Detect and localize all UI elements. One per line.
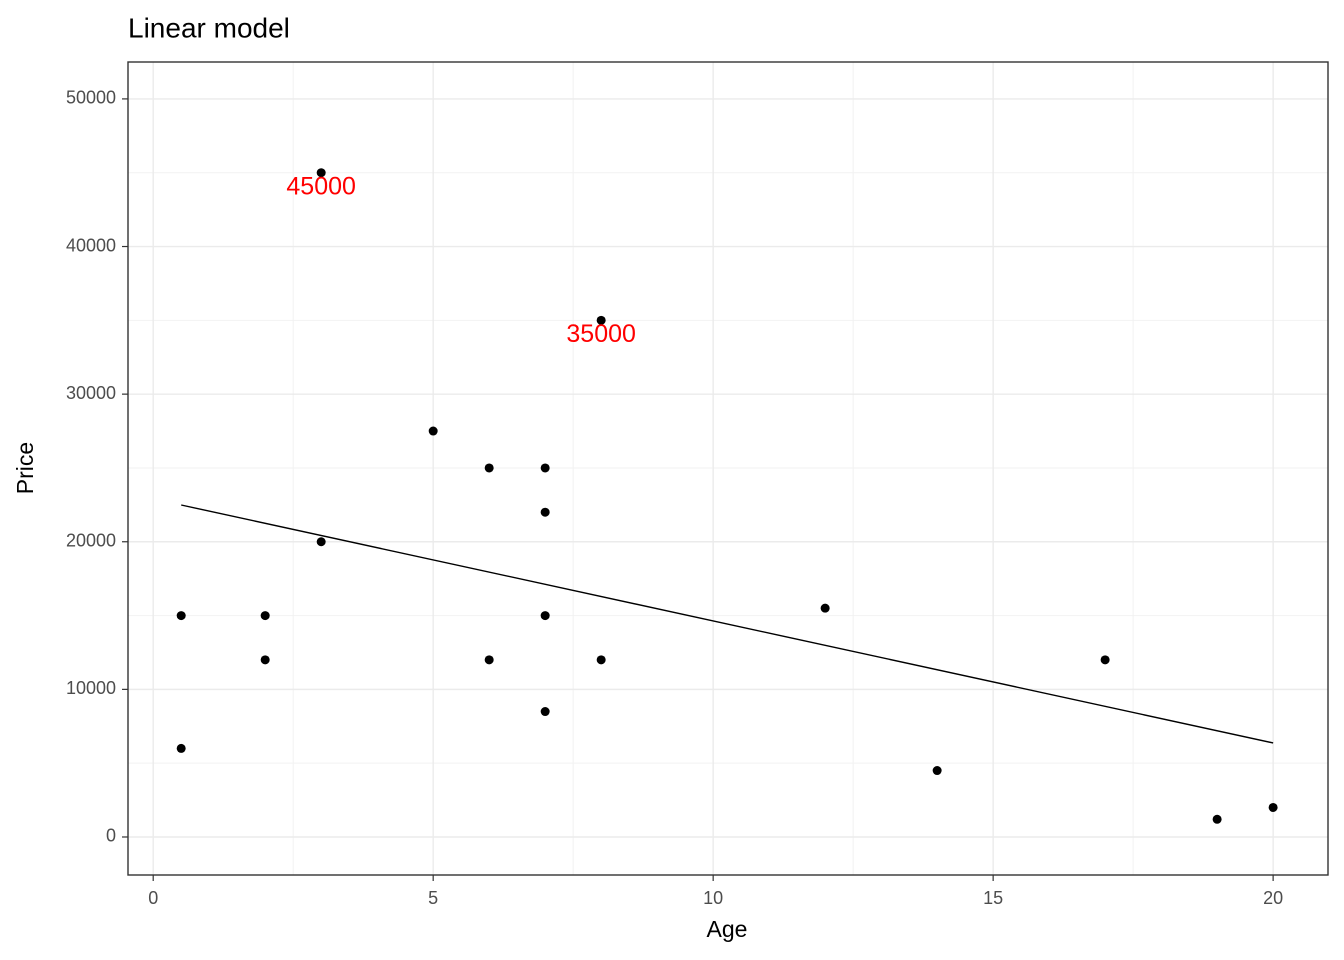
point: [176, 743, 186, 753]
plot-border: [127, 61, 1329, 876]
point: [316, 537, 326, 547]
point: [540, 463, 550, 473]
fit-line: [181, 504, 1274, 744]
x-tick-label: 20: [1263, 888, 1283, 908]
point: [820, 603, 830, 613]
point: [540, 707, 550, 717]
annotation: 45000: [286, 172, 356, 200]
point: [596, 315, 606, 325]
point: [596, 655, 606, 665]
point: [540, 507, 550, 517]
point: [1100, 655, 1110, 665]
y-axis-title: Price: [12, 442, 38, 494]
point: [932, 766, 942, 776]
y-tick-label: 50000: [66, 88, 116, 108]
point: [484, 463, 494, 473]
x-axis-title: Age: [707, 916, 748, 942]
annotation: 35000: [566, 320, 636, 348]
y-tick-label: 20000: [66, 531, 116, 551]
x-tick-label: 10: [703, 888, 723, 908]
point: [260, 611, 270, 621]
point: [1212, 814, 1222, 824]
y-tick-label: 40000: [66, 235, 116, 255]
point: [540, 611, 550, 621]
y-tick-label: 10000: [66, 678, 116, 698]
x-tick-label: 0: [148, 888, 158, 908]
chart-title: Linear model: [128, 12, 290, 43]
x-tick-label: 15: [983, 888, 1003, 908]
x-tick-label: 5: [428, 888, 438, 908]
point: [484, 655, 494, 665]
y-tick-label: 30000: [66, 383, 116, 403]
point: [260, 655, 270, 665]
point: [316, 168, 326, 178]
y-tick-label: 0: [106, 826, 116, 846]
point: [428, 426, 438, 436]
point: [176, 611, 186, 621]
point: [1268, 802, 1278, 812]
plot-background: [128, 62, 1328, 875]
